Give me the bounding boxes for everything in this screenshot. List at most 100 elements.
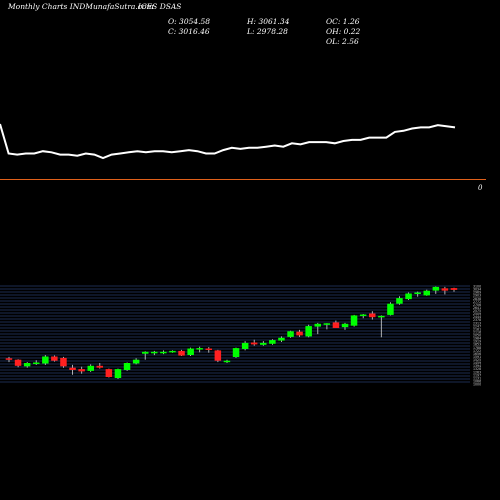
candle (196, 346, 203, 353)
y-tick-label: 1722 (473, 349, 481, 353)
candle-body (96, 365, 103, 368)
candle (14, 359, 22, 368)
candle (350, 314, 358, 327)
candle-body (169, 350, 176, 353)
candle (323, 323, 331, 330)
candle-body (114, 369, 122, 378)
y-tick-label: 1788 (473, 346, 481, 350)
candle-body (178, 350, 185, 356)
candle (123, 362, 131, 371)
candle-body (132, 359, 140, 364)
candle (450, 287, 458, 292)
candle-body (232, 348, 240, 357)
candle (178, 349, 185, 356)
candle-body (250, 342, 258, 345)
candle-body (287, 331, 294, 337)
y-tick-label: 2181 (473, 327, 481, 331)
y-tick-label: 2706 (473, 303, 481, 307)
candle-body (414, 292, 421, 294)
candle-body (396, 298, 403, 304)
candle (42, 355, 49, 365)
y-tick-label: 1853 (473, 343, 481, 347)
candle-body (350, 315, 358, 326)
candle (250, 339, 258, 346)
candle (405, 292, 412, 300)
ohlc-ol: OL: 2.56 (326, 37, 359, 46)
y-tick-label: 1263 (473, 370, 481, 374)
candle-body (151, 351, 158, 354)
y-tick-label: 1525 (473, 358, 481, 362)
candle (332, 320, 340, 328)
candle (396, 296, 403, 305)
candle (160, 350, 167, 355)
candle-body (214, 350, 222, 361)
candle (23, 362, 31, 368)
candle-body (278, 337, 285, 341)
candle (341, 322, 349, 330)
y-tick-label: 2641 (473, 306, 481, 310)
y-tick-label: 2444 (473, 315, 481, 319)
y-tick-label: 2313 (473, 321, 481, 325)
candle-body (260, 342, 267, 345)
candle-body (305, 326, 312, 337)
candle (378, 315, 385, 338)
candle-body (187, 348, 194, 355)
price-marker: 0 (478, 184, 483, 192)
candle (105, 368, 113, 378)
site-label: Monthly Charts INDMunafaSutra.com (8, 2, 154, 11)
y-tick-label: 2509 (473, 312, 481, 316)
candle (69, 364, 76, 375)
ohlc-oh: OH: 0.22 (326, 27, 361, 36)
y-tick-label: 2838 (473, 297, 481, 301)
candle-body (42, 356, 49, 364)
candle (142, 351, 149, 360)
y-tick-label: 1591 (473, 355, 481, 359)
symbol-label: ICES DSAS (138, 2, 182, 11)
candle (269, 339, 276, 345)
candle (314, 322, 321, 335)
candle (33, 360, 40, 365)
candle (114, 368, 122, 379)
candle (87, 364, 94, 372)
candle (278, 336, 285, 342)
candle (241, 341, 249, 351)
candle-body (223, 360, 231, 363)
candle-body (196, 348, 203, 350)
candle-body (23, 363, 31, 367)
y-tick-label: 1656 (473, 352, 481, 356)
candle-body (160, 351, 167, 354)
candle-body (423, 290, 430, 296)
candle-body (323, 323, 331, 325)
candle-body (5, 358, 13, 360)
candle (132, 358, 140, 365)
candle-body (14, 359, 22, 366)
y-tick-labels: 3100303429692903283827722706264125752509… (473, 285, 481, 387)
y-tick-label: 1000 (473, 383, 481, 387)
candle (169, 350, 176, 353)
y-tick-label: 2969 (473, 291, 481, 295)
candle-body (269, 340, 276, 344)
candle (60, 356, 67, 368)
ohlc-high: H: 3061.34 (247, 17, 290, 26)
ohlc-open: O: 3054.58 (168, 17, 211, 26)
candle (432, 286, 440, 294)
candle (78, 366, 85, 374)
candle (414, 291, 421, 297)
y-tick-label: 2116 (473, 330, 481, 334)
candle-body (33, 362, 40, 364)
y-tick-label: 1459 (473, 361, 481, 365)
ohlc-low: L: 2978.28 (247, 27, 288, 36)
candle-body (405, 293, 412, 300)
candle-body (87, 365, 94, 371)
candle-body (341, 323, 349, 328)
candle (287, 330, 294, 338)
y-tick-label: 3100 (473, 285, 481, 289)
candle-body (378, 315, 385, 318)
candle-body (450, 288, 458, 290)
candle (223, 359, 231, 363)
candle (441, 286, 449, 295)
candle-body (369, 313, 376, 318)
y-tick-label: 1328 (473, 367, 481, 371)
candle (214, 349, 222, 363)
